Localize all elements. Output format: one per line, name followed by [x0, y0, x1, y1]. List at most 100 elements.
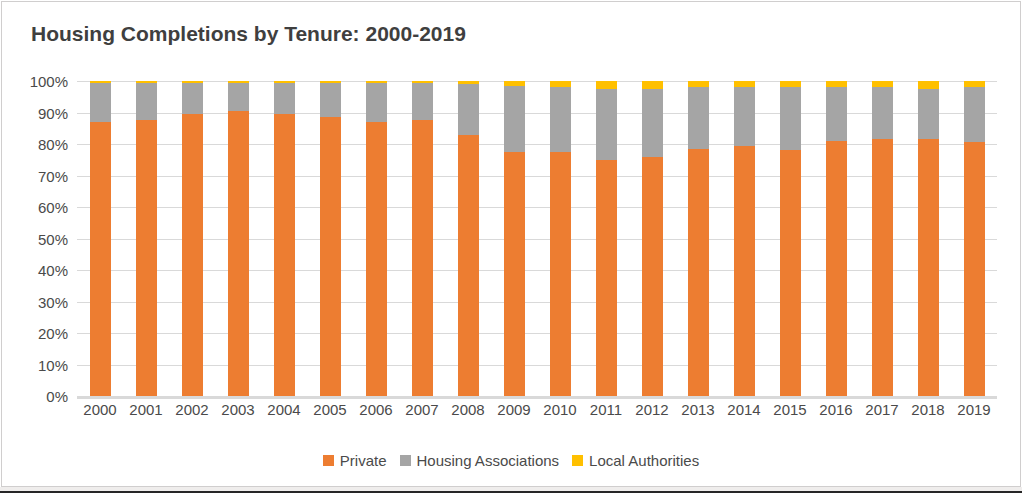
- legend-item-local-authorities[interactable]: Local Authorities: [572, 452, 699, 469]
- bar-slot-2005: [307, 81, 353, 396]
- bar-segment-private-2011[interactable]: [596, 160, 617, 396]
- legend-swatch-icon: [400, 455, 411, 466]
- bar-segment-private-2019[interactable]: [964, 142, 985, 396]
- bar-slot-2013: [675, 81, 721, 396]
- stacked-bar-2014: [734, 81, 755, 396]
- bar-slot-2009: [491, 81, 537, 396]
- bar-segment-private-2016[interactable]: [826, 141, 847, 396]
- legend-item-private[interactable]: Private: [323, 452, 387, 469]
- bar-segment-housing-associations-2010[interactable]: [550, 87, 571, 152]
- bar-slot-2012: [629, 81, 675, 396]
- bar-segment-housing-associations-2014[interactable]: [734, 87, 755, 145]
- bar-segment-private-2000[interactable]: [90, 122, 111, 396]
- bar-segment-housing-associations-2002[interactable]: [182, 83, 203, 115]
- x-tick-label-2005: 2005: [307, 401, 353, 418]
- bar-segment-local-authorities-2018[interactable]: [918, 81, 939, 89]
- bar-segment-private-2006[interactable]: [366, 122, 387, 396]
- bar-segment-private-2015[interactable]: [780, 150, 801, 396]
- bar-segment-private-2013[interactable]: [688, 149, 709, 396]
- x-tick-label-2015: 2015: [767, 401, 813, 418]
- stacked-bar-2010: [550, 81, 571, 396]
- bar-segment-housing-associations-2011[interactable]: [596, 89, 617, 160]
- stacked-bar-2013: [688, 81, 709, 396]
- bar-segment-private-2008[interactable]: [458, 135, 479, 396]
- x-axis-line: [77, 396, 997, 399]
- y-tick-label: 50%: [38, 230, 68, 247]
- x-axis-labels: 2000200120022003200420052006200720082009…: [77, 401, 997, 418]
- bar-segment-housing-associations-2012[interactable]: [642, 89, 663, 157]
- bar-segment-housing-associations-2003[interactable]: [228, 83, 249, 111]
- legend-item-housing-associations[interactable]: Housing Associations: [400, 452, 560, 469]
- bar-slot-2015: [767, 81, 813, 396]
- x-tick-label-2011: 2011: [583, 401, 629, 418]
- bar-slot-2019: [951, 81, 997, 396]
- bar-segment-local-authorities-2012[interactable]: [642, 81, 663, 89]
- x-tick-label-2009: 2009: [491, 401, 537, 418]
- bar-segment-private-2005[interactable]: [320, 117, 341, 396]
- stacked-bar-2018: [918, 81, 939, 396]
- bar-slot-2002: [169, 81, 215, 396]
- y-tick-label: 20%: [38, 325, 68, 342]
- bar-segment-housing-associations-2013[interactable]: [688, 87, 709, 148]
- bar-slot-2006: [353, 81, 399, 396]
- bar-segment-private-2009[interactable]: [504, 152, 525, 396]
- bar-segment-private-2003[interactable]: [228, 111, 249, 396]
- bar-segment-housing-associations-2007[interactable]: [412, 83, 433, 121]
- bar-segment-private-2010[interactable]: [550, 152, 571, 396]
- stacked-bar-2009: [504, 81, 525, 396]
- plot-area: [77, 81, 997, 396]
- bar-segment-private-2014[interactable]: [734, 146, 755, 396]
- x-tick-label-2003: 2003: [215, 401, 261, 418]
- y-tick-label: 40%: [38, 262, 68, 279]
- chart-frame: Housing Completions by Tenure: 2000-2019…: [0, 0, 1022, 493]
- bar-segment-housing-associations-2019[interactable]: [964, 87, 985, 142]
- y-tick-label: 60%: [38, 199, 68, 216]
- bar-segment-private-2001[interactable]: [136, 120, 157, 396]
- bar-segment-private-2017[interactable]: [872, 139, 893, 396]
- bar-segment-housing-associations-2016[interactable]: [826, 87, 847, 141]
- stacked-bar-2004: [274, 81, 295, 396]
- bar-segment-housing-associations-2000[interactable]: [90, 83, 111, 122]
- bar-segment-housing-associations-2008[interactable]: [458, 84, 479, 134]
- bar-segment-private-2012[interactable]: [642, 157, 663, 396]
- bar-slot-2003: [215, 81, 261, 396]
- x-tick-label-2004: 2004: [261, 401, 307, 418]
- stacked-bar-2019: [964, 81, 985, 396]
- y-tick-label: 0%: [46, 388, 68, 405]
- x-tick-label-2017: 2017: [859, 401, 905, 418]
- bar-segment-housing-associations-2017[interactable]: [872, 87, 893, 139]
- bar-segment-private-2018[interactable]: [918, 139, 939, 396]
- bar-slot-2016: [813, 81, 859, 396]
- bar-slot-2008: [445, 81, 491, 396]
- legend-swatch-icon: [323, 455, 334, 466]
- bar-slot-2001: [123, 81, 169, 396]
- bar-segment-private-2004[interactable]: [274, 114, 295, 396]
- bar-segment-housing-associations-2005[interactable]: [320, 83, 341, 118]
- x-tick-label-2013: 2013: [675, 401, 721, 418]
- stacked-bar-2006: [366, 81, 387, 396]
- bar-segment-housing-associations-2001[interactable]: [136, 83, 157, 121]
- stacked-bar-2003: [228, 81, 249, 396]
- legend-label: Housing Associations: [417, 452, 560, 469]
- bar-slot-2004: [261, 81, 307, 396]
- legend-swatch-icon: [572, 455, 583, 466]
- bar-slot-2018: [905, 81, 951, 396]
- bar-segment-housing-associations-2018[interactable]: [918, 89, 939, 139]
- bar-segment-local-authorities-2011[interactable]: [596, 81, 617, 89]
- stacked-bar-2007: [412, 81, 433, 396]
- stacked-bar-2008: [458, 81, 479, 396]
- y-tick-label: 100%: [30, 73, 68, 90]
- bar-segment-private-2002[interactable]: [182, 114, 203, 396]
- bar-segment-housing-associations-2015[interactable]: [780, 87, 801, 150]
- y-tick-label: 70%: [38, 167, 68, 184]
- y-tick-label: 30%: [38, 293, 68, 310]
- y-tick-label: 10%: [38, 356, 68, 373]
- bar-segment-housing-associations-2009[interactable]: [504, 86, 525, 152]
- bar-segment-housing-associations-2004[interactable]: [274, 83, 295, 115]
- stacked-bar-2005: [320, 81, 341, 396]
- x-tick-label-2007: 2007: [399, 401, 445, 418]
- bar-segment-housing-associations-2006[interactable]: [366, 83, 387, 122]
- bar-segment-private-2007[interactable]: [412, 120, 433, 396]
- x-tick-label-2006: 2006: [353, 401, 399, 418]
- y-tick-label: 90%: [38, 104, 68, 121]
